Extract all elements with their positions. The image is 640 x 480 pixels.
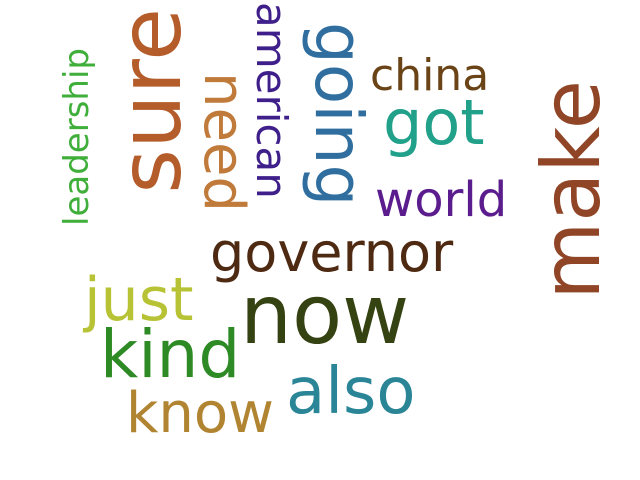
word-world: world (375, 172, 508, 228)
word-got: got (383, 86, 485, 159)
word-know: know (126, 381, 274, 446)
word-going: going (300, 22, 377, 207)
word-sure: sure (101, 8, 201, 194)
word-make: make (525, 80, 618, 300)
word-also: also (286, 355, 416, 429)
word-need: need (191, 72, 256, 212)
word-just: just (84, 265, 194, 335)
word-now: now (240, 268, 410, 363)
word-china: china (370, 50, 490, 101)
word-governor: governor (210, 221, 454, 284)
word-leadership: leadership (57, 48, 97, 226)
word-kind: kind (100, 316, 241, 393)
word-american: american (247, 2, 296, 199)
